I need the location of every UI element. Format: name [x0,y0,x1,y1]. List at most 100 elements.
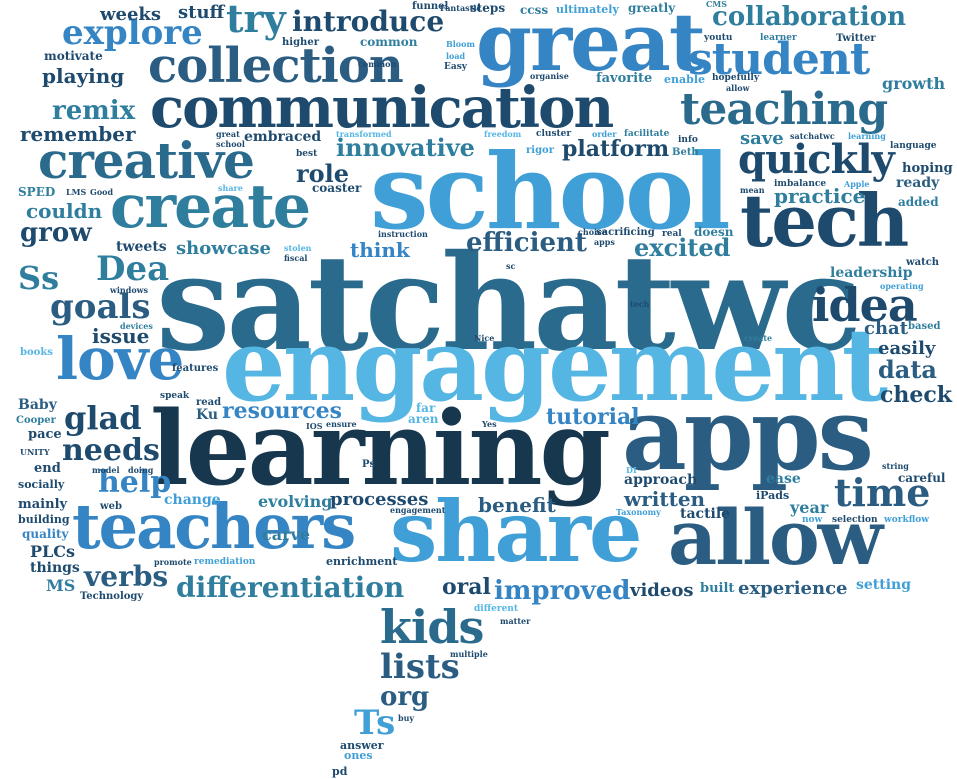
word-lists: lists [380,647,460,687]
word-Ts: Ts [354,703,396,743]
word-school: school [370,130,731,253]
word-different: different [474,604,518,614]
word-rigor: rigor [526,145,554,156]
word-leadership: leadership [830,265,913,281]
word-Baby: Baby [18,397,57,413]
word-couldn: couldn [26,199,103,223]
word-sacrificing: sacrificing [596,227,655,238]
word-excited: excited [634,233,731,262]
word-create: create [110,172,311,242]
word-glad: glad [64,399,142,437]
word-setting: setting [856,577,912,593]
word-ccss: ccss [520,3,549,17]
word-careful: careful [898,471,946,485]
word-idea: idea [812,278,918,332]
word-goals: goals [50,287,151,327]
word-Ps: Ps [362,459,376,470]
word-Beth: Beth [672,147,699,158]
word-DI: DI [626,465,637,475]
word-efficient: efficient [466,228,587,258]
word-hoping: hoping [902,161,953,176]
word-satchatwc-small: satchatwc [790,131,835,141]
word-org: org [380,682,430,712]
word-embraced: embraced [244,129,322,145]
word-Technology: Technology [80,591,144,602]
word-windows: windows [110,285,149,295]
word-watch: watch [906,257,940,268]
word-teachers: teachers [72,490,356,563]
word-ultimately: ultimately [556,3,619,16]
word-info: info [678,135,698,145]
word-ensure: ensure [326,419,357,429]
word-written: written [624,487,706,511]
word-ready: ready [896,175,940,191]
word-common: common [360,35,418,49]
word-socially: socially [18,478,65,491]
word-CMS: CMS [706,0,727,9]
word-differentiation: differentiation [176,571,405,604]
word-data: data [878,355,937,384]
word-doesn: doesn [694,225,734,239]
word-things: things [30,560,80,576]
word-learning: learning [150,389,611,509]
word-features: features [172,363,219,374]
word-satchatwc: satchatwc [156,226,862,381]
word-grow: grow [20,218,92,248]
word-real: real [662,229,682,239]
word-instruction: instruction [378,229,428,239]
word-think: think [350,238,410,262]
word-sc: sc [506,261,516,271]
word-engagement-small: engagement [390,505,446,515]
word-check: check [880,382,953,408]
word-ease: ease [766,471,801,487]
word-teaching: teaching [680,84,888,135]
word-language: language [890,141,937,151]
word-apps-small: apps [594,237,615,247]
word-buy: buy [398,713,415,723]
word-MS: MS [46,576,76,595]
word-funnel: funnel [412,1,449,12]
word-Bloom: Bloom [446,39,475,49]
word-carve: carve [262,525,311,544]
word-enable: enable [664,73,705,86]
word-great: great [476,0,706,89]
word-load: load [446,51,466,61]
word-create-small: create [744,333,773,343]
word-added: added [898,195,939,209]
word-PLCs: PLCs [30,542,76,561]
word-improved: improved [494,576,631,606]
word-web: web [100,501,122,512]
word-Twitter: Twitter [836,33,876,44]
word-resources: resources [222,398,343,424]
word-fiscal: fiscal [284,253,308,263]
word-speak: speak [160,391,190,401]
word-youtu: youtu [704,33,733,43]
word-explore: explore [62,13,203,53]
word-now: now [802,515,823,525]
word-change: change [164,492,221,508]
word-ones: ones [344,749,373,762]
word-choice: choice [578,227,608,237]
word-platform: platform [562,136,670,162]
word-books: books [20,347,53,358]
word-great-small: great [216,129,240,139]
word-processes: processes [330,489,429,510]
word-learner: learner [760,33,797,43]
word-pace: pace [28,427,62,442]
word-Yes: Yes [482,419,497,429]
word-answer: answer [340,739,384,752]
word-introduce: introduce [292,5,445,38]
word-UNITY: UNITY [20,447,50,457]
word-Nice: Nice [474,333,495,343]
word-creative: creative [38,131,255,190]
word-evolving: evolving [258,492,333,511]
word-aren: aren [408,412,439,426]
word-Fantastic: Fantastic [440,3,482,13]
word-mainly: mainly [18,497,68,512]
word-Good: Good [90,187,114,197]
word-love: love [56,325,184,393]
word-selection: selection [832,515,878,525]
word-promote: promote [154,557,192,567]
word-school-small: school [216,139,245,149]
